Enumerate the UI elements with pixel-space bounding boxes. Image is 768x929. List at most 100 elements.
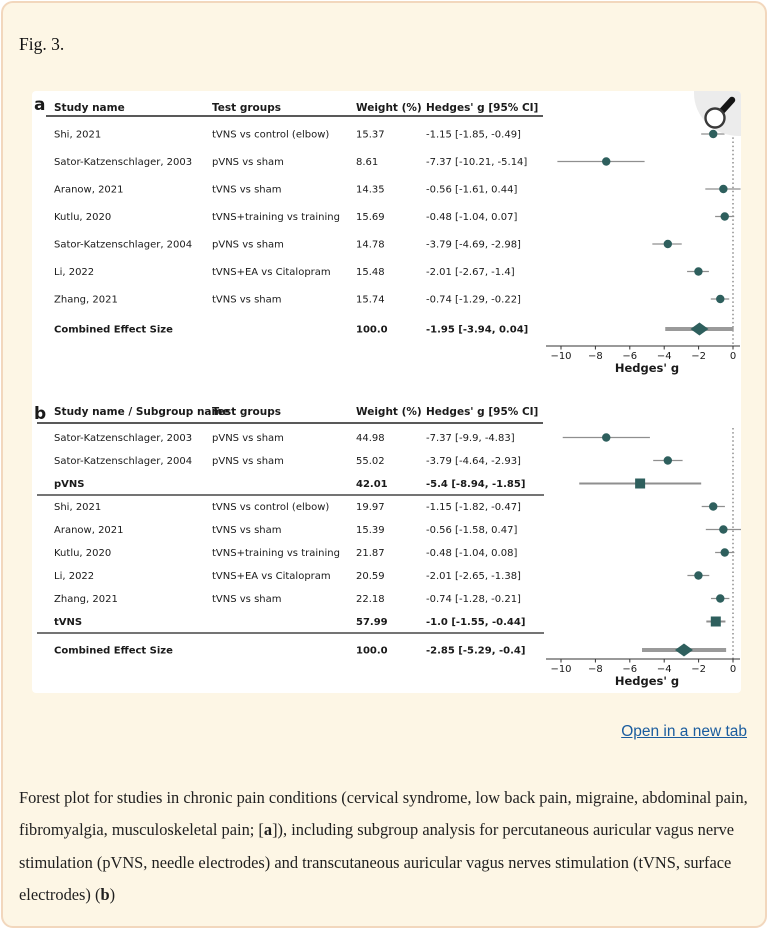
- subgroup-marker-square: [710, 616, 721, 627]
- weight-cell: 57.99: [356, 617, 388, 628]
- test-group-cell: tVNS vs sham: [212, 295, 282, 306]
- test-group-cell: tVNS+training vs training: [212, 212, 340, 223]
- x-axis-title: Hedges' g: [615, 361, 679, 375]
- study-name-cell: Kutlu, 2020: [54, 548, 111, 559]
- weight-cell: 14.35: [356, 185, 385, 196]
- effect-marker-circle: [719, 525, 728, 534]
- test-group-cell: tVNS+training vs training: [212, 548, 340, 559]
- test-group-cell: pVNS vs sham: [212, 157, 284, 168]
- estimate-cell: -0.74 [-1.29, -0.22]: [426, 295, 521, 306]
- x-tick-label: 0: [730, 664, 736, 675]
- panel-letter: b: [34, 404, 46, 424]
- effect-marker-circle: [716, 294, 725, 304]
- study-name-cell: Kutlu, 2020: [54, 212, 111, 223]
- effect-marker-circle: [719, 184, 728, 194]
- study-name-cell: Combined Effect Size: [54, 646, 173, 657]
- weight-cell: 44.98: [356, 433, 385, 444]
- column-header: Weight (%): [356, 102, 422, 114]
- column-header: Hedges' g [95% CI]: [426, 102, 538, 114]
- estimate-cell: -0.56 [-1.61, 0.44]: [426, 185, 517, 196]
- x-tick-label: −2: [691, 351, 706, 362]
- open-in-new-tab-link[interactable]: Open in a new tab: [621, 723, 747, 740]
- study-name-cell: Sator-Katzenschlager, 2003: [54, 157, 192, 168]
- study-name-cell: Aranow, 2021: [54, 185, 124, 196]
- study-name-cell: Combined Effect Size: [54, 325, 173, 336]
- magnifier-icon: [704, 96, 736, 129]
- weight-cell: 14.78: [356, 240, 385, 251]
- effect-marker-circle: [663, 239, 673, 249]
- weight-cell: 22.18: [356, 594, 385, 605]
- effect-marker-circle: [716, 594, 725, 603]
- caption-text: ): [109, 885, 116, 905]
- test-group-cell: pVNS vs sham: [212, 433, 284, 444]
- estimate-cell: -2.85 [-5.29, -0.4]: [426, 646, 525, 657]
- estimate-cell: -7.37 [-9.9, -4.83]: [426, 433, 515, 444]
- effect-marker-circle: [694, 571, 703, 580]
- weight-cell: 15.37: [356, 130, 385, 141]
- caption-text: ]), including subgroup analysis for perc…: [19, 820, 735, 905]
- figure-caption: Forest plot for studies in chronic pain …: [19, 782, 756, 912]
- estimate-cell: -0.74 [-1.28, -0.21]: [426, 594, 521, 605]
- zoom-figure-button[interactable]: [694, 91, 741, 136]
- x-tick-label: −6: [622, 351, 637, 362]
- caption-panel-ref: a: [263, 820, 273, 840]
- estimate-cell: -1.15 [-1.85, -0.49]: [426, 130, 521, 141]
- study-name-cell: Zhang, 2021: [54, 594, 118, 605]
- test-group-cell: tVNS+EA vs Citalopram: [212, 267, 331, 278]
- subgroup-marker-square: [635, 478, 646, 489]
- estimate-cell: -2.01 [-2.65, -1.38]: [426, 571, 521, 582]
- column-header: Test groups: [212, 406, 281, 418]
- effect-marker-circle: [602, 157, 611, 166]
- effect-marker-circle: [720, 212, 729, 221]
- weight-cell: 15.69: [356, 212, 385, 223]
- weight-cell: 19.97: [356, 502, 385, 513]
- study-name-cell: Li, 2022: [54, 571, 94, 582]
- effect-marker-circle: [663, 456, 673, 465]
- effect-marker-circle: [720, 548, 729, 557]
- column-header: Hedges' g [95% CI]: [426, 406, 538, 418]
- estimate-cell: -2.01 [-2.67, -1.4]: [426, 267, 515, 278]
- x-tick-label: 0: [730, 351, 736, 362]
- test-group-cell: tVNS vs sham: [212, 525, 282, 536]
- test-group-cell: tVNS+EA vs Citalopram: [212, 571, 331, 582]
- study-name-cell: Sator-Katzenschlager, 2004: [54, 456, 192, 467]
- summary-marker-diamond: [690, 322, 709, 336]
- study-name-cell: Zhang, 2021: [54, 295, 118, 306]
- estimate-cell: -0.56 [-1.58, 0.47]: [426, 525, 517, 536]
- test-group-cell: pVNS vs sham: [212, 240, 284, 251]
- test-group-cell: tVNS vs sham: [212, 594, 282, 605]
- caption-panel-ref: b: [100, 885, 110, 905]
- weight-cell: 100.0: [356, 646, 388, 657]
- study-name-cell: tVNS: [54, 617, 82, 628]
- estimate-cell: -1.95 [-3.94, 0.04]: [426, 325, 528, 336]
- figure-label: Fig. 3.: [19, 34, 65, 54]
- column-header: Weight (%): [356, 406, 422, 418]
- x-tick-label: −2: [691, 664, 706, 675]
- weight-cell: 42.01: [356, 479, 388, 490]
- test-group-cell: tVNS vs control (elbow): [212, 130, 329, 141]
- weight-cell: 8.61: [356, 157, 378, 168]
- x-tick-label: −4: [657, 664, 672, 675]
- study-name-cell: Sator-Katzenschlager, 2003: [54, 433, 192, 444]
- estimate-cell: -5.4 [-8.94, -1.85]: [426, 479, 525, 490]
- estimate-cell: -1.15 [-1.82, -0.47]: [426, 502, 521, 513]
- column-header: Study name / Subgroup name: [54, 406, 230, 418]
- weight-cell: 55.02: [356, 456, 385, 467]
- figure-image[interactable]: a Study name Test groups Weight (%) Hedges' …: [32, 91, 741, 693]
- x-tick-label: −8: [588, 664, 603, 675]
- study-name-cell: Shi, 2021: [54, 130, 101, 141]
- estimate-cell: -1.0 [-1.55, -0.44]: [426, 617, 525, 628]
- study-name-cell: Shi, 2021: [54, 502, 101, 513]
- x-axis-title: Hedges' g: [615, 674, 679, 688]
- effect-marker-circle: [709, 129, 718, 139]
- x-tick-label: −4: [657, 351, 672, 362]
- weight-cell: 15.39: [356, 525, 385, 536]
- caption-text: Forest plot for studies in chronic pain …: [19, 788, 748, 840]
- estimate-cell: -3.79 [-4.69, -2.98]: [426, 240, 521, 251]
- study-name-cell: Li, 2022: [54, 267, 94, 278]
- study-name-cell: Sator-Katzenschlager, 2004: [54, 240, 192, 251]
- forest-plot-panel-a: a Study name Test groups Weight (%) Hedges' …: [34, 95, 741, 375]
- study-name-cell: Aranow, 2021: [54, 525, 124, 536]
- weight-cell: 100.0: [356, 325, 388, 336]
